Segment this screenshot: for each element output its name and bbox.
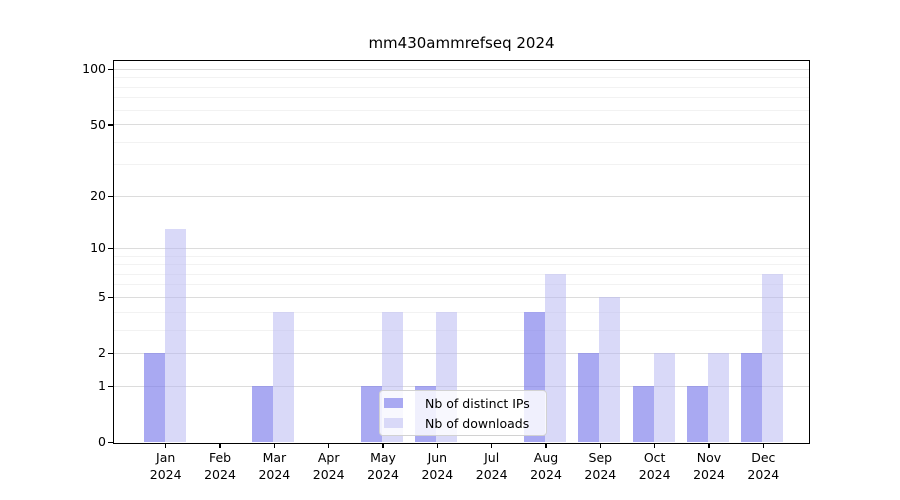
- y-tick-mark-1: [108, 385, 113, 388]
- bar-downloads-aug: [545, 274, 566, 442]
- x-tick-label-jul: Jul 2024: [475, 450, 508, 482]
- gridline-y-minor-70: [114, 97, 809, 99]
- gridline-y-minor-60: [114, 109, 809, 111]
- gridline-y-5: [114, 296, 809, 298]
- bar-ips-jan: [143, 353, 165, 442]
- plot-area: Nb of distinct IPs Nb of downloads: [113, 60, 810, 444]
- bar-downloads-jan: [164, 228, 186, 442]
- x-tick-label-oct: Oct 2024: [638, 450, 671, 482]
- x-tick-label-sep: Sep 2024: [584, 450, 617, 482]
- x-tick-label-dec: Dec 2024: [747, 450, 780, 482]
- bar-ips-sep: [578, 353, 600, 442]
- gridline-y-minor-9: [114, 255, 809, 257]
- y-tick-label-100: 100: [82, 61, 106, 77]
- x-tick-label-nov: Nov 2024: [693, 450, 725, 482]
- y-tick-mark-0: [108, 441, 113, 444]
- y-tick-label-0: 0: [98, 434, 106, 449]
- gridline-y-minor-3: [114, 329, 809, 331]
- gridline-y-20: [114, 195, 809, 197]
- x-tick-mark-mar: [273, 443, 275, 448]
- x-tick-label-feb: Feb 2024: [204, 450, 236, 482]
- gridline-y-50: [114, 124, 809, 126]
- x-tick-mark-jul: [491, 443, 493, 448]
- x-tick-label-aug: Aug 2024: [530, 450, 562, 482]
- x-tick-label-mar: Mar 2024: [258, 450, 291, 482]
- legend: Nb of distinct IPs Nb of downloads: [379, 390, 547, 436]
- y-tick-label-10: 10: [90, 240, 106, 256]
- legend-item-downloads: Nb of downloads: [384, 413, 540, 433]
- x-tick-mark-jan: [165, 443, 167, 448]
- gridline-y-minor-7: [114, 273, 809, 275]
- gridline-y-minor-90: [114, 77, 809, 79]
- legend-item-distinct-ips: Nb of distinct IPs: [384, 393, 540, 413]
- gridline-y-minor-6: [114, 284, 809, 286]
- y-tick-mark-100: [108, 69, 113, 71]
- legend-label-distinct-ips: Nb of distinct IPs: [425, 395, 530, 411]
- gridline-y-minor-40: [114, 141, 809, 143]
- legend-swatch-downloads: [384, 418, 403, 428]
- y-tick-mark-20: [108, 196, 113, 198]
- gridline-y-minor-80: [114, 86, 809, 88]
- y-tick-mark-5: [108, 297, 113, 299]
- bar-downloads-dec: [762, 274, 784, 442]
- bar-downloads-oct: [653, 353, 675, 442]
- y-tick-mark-10: [108, 248, 113, 250]
- bar-downloads-nov: [708, 353, 729, 442]
- y-tick-label-2: 2: [98, 345, 106, 361]
- y-tick-mark-2: [108, 353, 113, 355]
- y-tick-label-20: 20: [90, 188, 106, 204]
- x-tick-mark-feb: [219, 443, 221, 448]
- x-tick-mark-sep: [599, 443, 601, 448]
- x-tick-mark-aug: [545, 443, 547, 448]
- gridline-y-2: [114, 352, 809, 354]
- x-tick-label-apr: Apr 2024: [312, 450, 345, 482]
- x-tick-mark-apr: [328, 443, 330, 448]
- bar-ips-nov: [687, 386, 708, 442]
- bar-ips-dec: [741, 353, 763, 442]
- y-tick-label-5: 5: [98, 289, 106, 305]
- x-tick-mark-oct: [654, 443, 656, 448]
- gridline-y-minor-8: [114, 264, 809, 266]
- x-tick-mark-jun: [436, 443, 438, 448]
- x-tick-mark-dec: [762, 443, 764, 448]
- x-tick-mark-nov: [708, 443, 710, 448]
- gridline-y-minor-30: [114, 164, 809, 166]
- gridline-y-10: [114, 247, 809, 249]
- x-tick-mark-may: [382, 443, 384, 448]
- y-tick-mark-50: [108, 124, 113, 126]
- legend-label-downloads: Nb of downloads: [425, 415, 530, 431]
- bar-downloads-mar: [273, 312, 295, 442]
- bar-ips-mar: [252, 386, 274, 442]
- y-tick-label-50: 50: [90, 116, 106, 132]
- legend-swatch-distinct-ips: [384, 398, 403, 408]
- gridline-y-100: [114, 68, 809, 70]
- bar-downloads-sep: [599, 297, 621, 442]
- gridline-y-minor-4: [114, 311, 809, 313]
- y-tick-label-1: 1: [98, 378, 106, 394]
- bar-ips-oct: [632, 386, 654, 442]
- gridline-y-1: [114, 385, 809, 387]
- chart-title: mm430ammrefseq 2024: [368, 34, 555, 52]
- x-tick-label-jan: Jan 2024: [149, 450, 182, 482]
- x-tick-label-may: May 2024: [367, 450, 399, 482]
- bar-ips-may: [361, 386, 383, 442]
- x-tick-label-jun: Jun 2024: [421, 450, 454, 482]
